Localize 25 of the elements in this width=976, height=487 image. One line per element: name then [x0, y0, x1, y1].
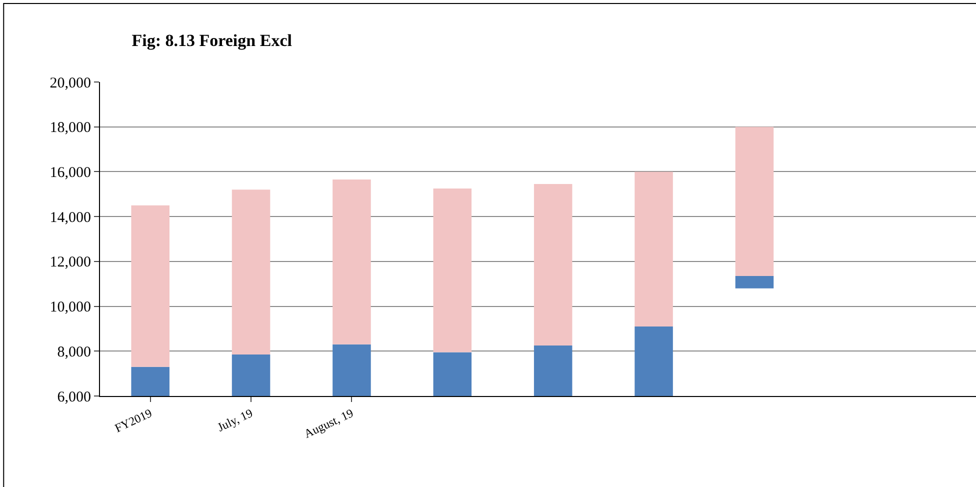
y-tick-label: 14,000: [50, 210, 91, 226]
bar: [131, 366, 170, 396]
bar: [433, 188, 472, 352]
bar: [534, 346, 572, 396]
bar: [735, 126, 774, 276]
bar: [534, 184, 572, 346]
bar: [634, 172, 673, 326]
bar: [232, 190, 270, 355]
y-tick-label: 18,000: [50, 120, 91, 136]
bar: [131, 205, 170, 367]
y-tick-label: 20,000: [50, 75, 91, 92]
x-tick-label: August, 19: [302, 406, 356, 441]
bar: [332, 344, 371, 396]
bar: [735, 276, 774, 288]
y-tick-label: 8,000: [57, 344, 91, 360]
y-tick-label: 6,000: [57, 389, 91, 406]
y-tick-label: 10,000: [50, 300, 91, 316]
bar: [232, 354, 270, 396]
bar: [634, 326, 673, 396]
chart-title: Fig: 8.13 Foreign Excl: [132, 30, 292, 50]
y-tick-label: 16,000: [50, 164, 91, 181]
y-tick-label: 12,000: [50, 254, 91, 271]
bar: [332, 180, 371, 344]
x-tick-label: July, 19: [215, 406, 255, 434]
bar: [433, 352, 472, 396]
